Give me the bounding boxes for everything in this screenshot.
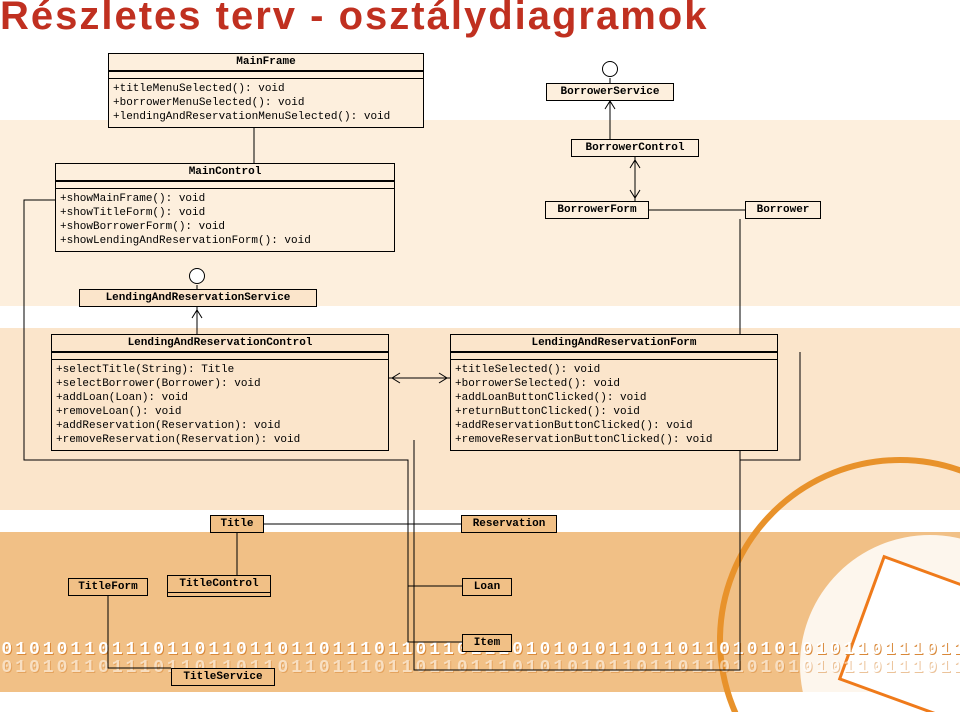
class-BorrowerControl: BorrowerControl bbox=[571, 139, 699, 157]
class-header: Title bbox=[211, 516, 263, 533]
class-LendingAndReservationForm: LendingAndReservationForm +titleSelected(… bbox=[450, 334, 778, 451]
class-header: TitleService bbox=[172, 669, 274, 686]
class-operations: +titleMenuSelected(): void +borrowerMenu… bbox=[109, 78, 423, 127]
class-header: Loan bbox=[463, 579, 511, 596]
class-Loan: Loan bbox=[462, 578, 512, 596]
class-operations: +titleSelected(): void +borrowerSelected… bbox=[451, 359, 777, 450]
class-header: MainFrame bbox=[109, 54, 423, 71]
class-BorrowerService: BorrowerService bbox=[546, 83, 674, 101]
stage: 1010101011011101101101101101110110110111… bbox=[0, 0, 960, 712]
class-header: Borrower bbox=[746, 202, 820, 219]
class-operations: +selectTitle(String): Title +selectBorro… bbox=[52, 359, 388, 450]
class-header: LendingAndReservationControl bbox=[52, 335, 388, 352]
class-MainControl: MainControl +showMainFrame(): void +showT… bbox=[55, 163, 395, 252]
class-header: LendingAndReservationForm bbox=[451, 335, 777, 352]
class-Borrower: Borrower bbox=[745, 201, 821, 219]
class-header: BorrowerService bbox=[547, 84, 673, 101]
class-header: BorrowerControl bbox=[572, 140, 698, 157]
class-TitleControl: TitleControl bbox=[167, 575, 271, 597]
class-operations: +showMainFrame(): void +showTitleForm():… bbox=[56, 188, 394, 251]
page-title: Részletes terv - osztálydiagramok bbox=[0, 0, 708, 39]
class-header: LendingAndReservationService bbox=[80, 290, 316, 307]
interface-circle-LendingAndReservationService bbox=[189, 268, 205, 284]
class-header: Item bbox=[463, 635, 511, 652]
class-LendingAndReservationService: LendingAndReservationService bbox=[79, 289, 317, 307]
class-TitleService: TitleService bbox=[171, 668, 275, 686]
class-LendingAndReservationControl: LendingAndReservationControl +selectTitle… bbox=[51, 334, 389, 451]
class-header: MainControl bbox=[56, 164, 394, 181]
class-TitleForm: TitleForm bbox=[68, 578, 148, 596]
interface-circle-BorrowerService bbox=[602, 61, 618, 77]
class-header: BorrowerForm bbox=[546, 202, 648, 219]
class-header: TitleControl bbox=[168, 576, 270, 593]
class-header: Reservation bbox=[462, 516, 556, 533]
class-Reservation: Reservation bbox=[461, 515, 557, 533]
class-Item: Item bbox=[462, 634, 512, 652]
class-MainFrame: MainFrame +titleMenuSelected(): void +bor… bbox=[108, 53, 424, 128]
class-header: TitleForm bbox=[69, 579, 147, 596]
class-BorrowerForm: BorrowerForm bbox=[545, 201, 649, 219]
class-Title: Title bbox=[210, 515, 264, 533]
